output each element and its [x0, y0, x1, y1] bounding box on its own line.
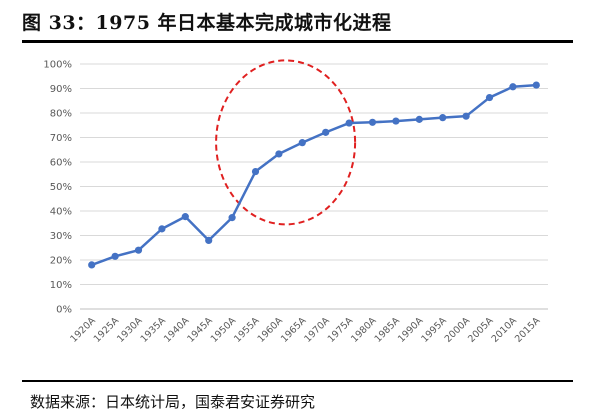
title-rule [22, 40, 573, 43]
y-tick-label: 50% [50, 182, 72, 193]
data-point [298, 139, 306, 147]
data-point [205, 236, 213, 244]
y-tick-label: 40% [50, 207, 72, 218]
y-tick-label: 20% [50, 256, 72, 267]
data-point [439, 114, 447, 122]
data-point [462, 112, 470, 120]
data-point [111, 252, 119, 260]
y-tick-label: 70% [50, 133, 72, 144]
data-point [392, 117, 400, 125]
data-point [181, 213, 189, 221]
data-point [251, 167, 260, 176]
data-point [415, 115, 423, 123]
highlight-ellipse [215, 59, 357, 226]
data-point [532, 81, 540, 89]
y-tick-label: 0% [56, 305, 72, 316]
y-tick-label: 60% [50, 158, 72, 169]
y-tick-label: 100% [43, 60, 72, 71]
figure-source: 数据来源：日本统计局，国泰君安证券研究 [30, 393, 316, 411]
y-tick-label: 90% [50, 84, 72, 95]
data-point [134, 246, 143, 254]
data-point [345, 119, 353, 127]
data-point [88, 261, 96, 269]
source-rule [22, 380, 573, 382]
data-point [485, 93, 494, 102]
data-point [228, 214, 236, 222]
data-point [368, 118, 377, 126]
y-tick-label: 10% [50, 280, 72, 291]
figure-title: 图 33：1975 年日本基本完成城市化进程 [22, 12, 392, 34]
data-point [275, 150, 283, 158]
series-line [91, 83, 537, 267]
data-point [322, 128, 330, 136]
y-tick-label: 30% [50, 231, 72, 242]
y-tick-label: 80% [50, 109, 72, 120]
x-tick-label: 2015A [513, 315, 543, 345]
data-point [158, 225, 166, 233]
data-point [509, 83, 517, 91]
